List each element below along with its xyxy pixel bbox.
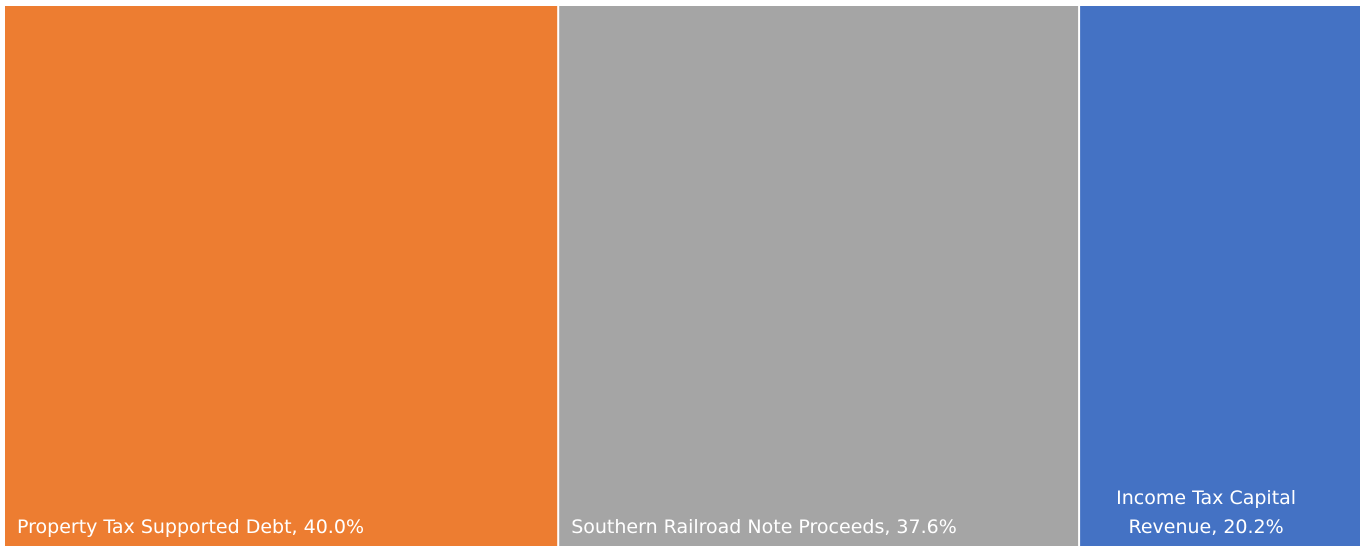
- segment-label: Income Tax Capital Revenue, 20.2%: [1116, 487, 1296, 538]
- treemap-segment: [5, 6, 558, 546]
- segment-label: Southern Railroad Note Proceeds, 37.6%: [571, 516, 957, 538]
- treemap-segment: [1080, 6, 1360, 546]
- segment-label: Property Tax Supported Debt, 40.0%: [17, 516, 364, 538]
- treemap-segment: [559, 6, 1079, 546]
